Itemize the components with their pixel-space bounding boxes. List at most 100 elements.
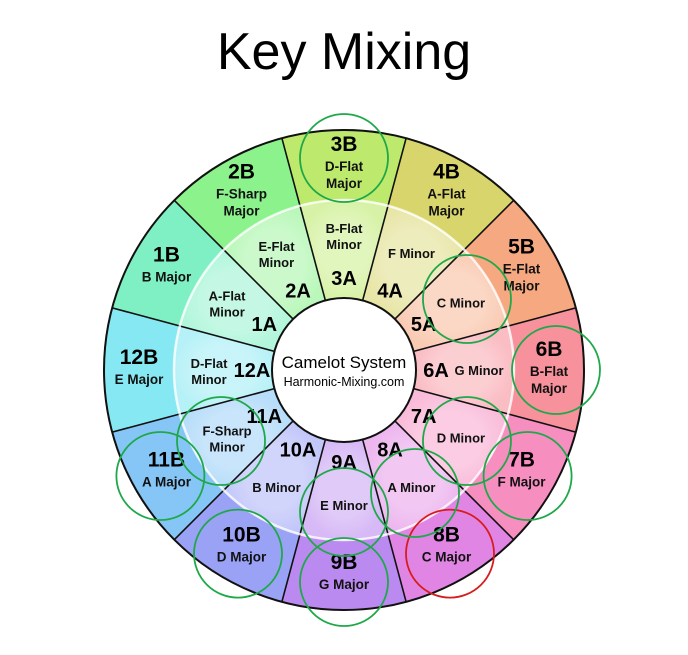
inner-key-name: F-Sharp Minor bbox=[203, 424, 252, 455]
compatible-key-circle bbox=[299, 537, 389, 627]
inner-key-name: E-Flat Minor bbox=[258, 239, 295, 270]
sector-divider bbox=[173, 420, 294, 541]
outer-key-name: E Major bbox=[115, 372, 165, 387]
outer-key-code: 3B bbox=[331, 133, 358, 156]
sector-divider bbox=[111, 307, 275, 353]
compatible-key-circle bbox=[511, 325, 601, 415]
outer-key-code: 10B bbox=[222, 524, 261, 547]
inner-sector-tint bbox=[413, 326, 514, 414]
compatible-key-circle bbox=[176, 396, 266, 486]
outer-sector-8b bbox=[387, 490, 514, 602]
inner-key-code: 4A bbox=[377, 280, 403, 302]
outer-sector-7b bbox=[464, 413, 576, 540]
middle-ring-border bbox=[172, 198, 516, 542]
outer-key-code: 7B bbox=[508, 449, 535, 472]
inner-key-code: 1A bbox=[252, 314, 278, 336]
inner-sector-tint bbox=[179, 388, 294, 491]
inner-key-code: 8A bbox=[377, 440, 403, 462]
outer-key-name: D-Flat Major bbox=[325, 159, 364, 191]
inner-sector-tint bbox=[179, 249, 294, 352]
outer-key-name: G Major bbox=[319, 577, 370, 592]
inner-key-code: 11A bbox=[247, 406, 283, 428]
inner-key-code: 2A bbox=[285, 280, 311, 302]
inner-key-name: B-Flat Minor bbox=[326, 221, 364, 252]
outer-key-code: 8B bbox=[433, 524, 460, 547]
compatible-key-circle bbox=[482, 431, 573, 521]
inner-key-code: 9A bbox=[331, 452, 357, 474]
outer-key-code: 5B bbox=[508, 236, 535, 259]
outer-key-code: 1B bbox=[153, 244, 180, 267]
outer-key-name: A Major bbox=[142, 475, 192, 490]
sector-divider bbox=[173, 199, 294, 320]
outer-key-name: B-Flat Major bbox=[530, 364, 569, 396]
outer-sector-1b bbox=[112, 200, 224, 327]
inner-key-code: 3A bbox=[331, 268, 357, 290]
inner-key-name: E Minor bbox=[320, 498, 368, 513]
outer-key-name: C Major bbox=[422, 550, 472, 565]
inner-sector-tint bbox=[394, 388, 509, 491]
outer-key-code: 4B bbox=[433, 160, 460, 183]
inner-key-code: 12A bbox=[234, 360, 271, 382]
inner-key-code: 5A bbox=[411, 314, 437, 336]
outer-sector-6b bbox=[508, 307, 585, 433]
outer-sector-9b bbox=[281, 534, 407, 611]
sector-divider bbox=[394, 420, 515, 541]
outer-key-name: B Major bbox=[142, 270, 192, 285]
compatible-key-circle bbox=[193, 508, 283, 599]
inner-key-code: 10A bbox=[280, 440, 317, 462]
inner-key-name: G Minor bbox=[454, 363, 503, 378]
inner-key-name: D Minor bbox=[437, 431, 485, 446]
inner-key-code: 7A bbox=[411, 406, 437, 428]
outer-sector-5b bbox=[464, 200, 576, 327]
center-title: Camelot System bbox=[282, 353, 407, 372]
sector-divider bbox=[413, 387, 577, 433]
inner-ring bbox=[174, 200, 514, 540]
sector-divider bbox=[361, 137, 407, 301]
outer-key-name: F-Sharp Major bbox=[216, 186, 267, 218]
center-hub: Camelot System Harmonic-Mixing.com bbox=[271, 297, 417, 443]
sector-divider bbox=[394, 199, 515, 320]
inner-sector-tint bbox=[300, 439, 388, 540]
compatible-key-circle bbox=[422, 254, 512, 344]
inner-sector-tint bbox=[223, 205, 326, 320]
outer-key-name: A-Flat Major bbox=[427, 186, 466, 218]
outer-key-name: D Major bbox=[217, 550, 267, 565]
inner-key-name: C Minor bbox=[437, 296, 485, 311]
sector-divider bbox=[413, 307, 577, 353]
current-key-circle bbox=[405, 508, 495, 599]
compatible-key-circle bbox=[299, 113, 389, 203]
sector-divider bbox=[281, 137, 327, 301]
highlight-circles bbox=[115, 113, 601, 627]
compatible-key-circle bbox=[115, 431, 206, 521]
outer-sector-12b bbox=[104, 307, 180, 433]
outer-sector-11b bbox=[112, 413, 224, 540]
outer-sector-4b bbox=[387, 138, 514, 250]
outer-key-code: 9B bbox=[331, 551, 358, 574]
compatible-key-circle bbox=[422, 396, 512, 486]
sector-dividers bbox=[103, 129, 585, 611]
sector-divider bbox=[361, 439, 407, 603]
sector-divider bbox=[111, 387, 275, 433]
outer-key-code: 6B bbox=[536, 338, 563, 361]
inner-sector-tint bbox=[300, 200, 388, 301]
sector-divider bbox=[281, 439, 327, 603]
page-title: Key Mixing bbox=[216, 23, 472, 81]
outer-ring-border bbox=[103, 129, 585, 611]
outer-ring bbox=[104, 130, 585, 611]
inner-key-code: 6A bbox=[423, 360, 449, 382]
inner-sector-tint bbox=[174, 326, 275, 414]
outer-key-code: 11B bbox=[148, 449, 185, 472]
compatible-key-circle bbox=[299, 467, 389, 557]
outer-sector-2b bbox=[174, 138, 301, 250]
center-subtitle: Harmonic-Mixing.com bbox=[284, 375, 405, 389]
inner-key-name: A-Flat Minor bbox=[209, 289, 247, 320]
inner-sector-tint bbox=[362, 205, 465, 320]
inner-sector-tint bbox=[394, 249, 509, 352]
inner-key-name: A Minor bbox=[388, 480, 436, 495]
outer-key-name: E-Flat Major bbox=[503, 262, 541, 294]
inner-key-name: D-Flat Minor bbox=[191, 356, 229, 387]
outer-sector-3b bbox=[281, 130, 407, 206]
compatible-key-circle bbox=[370, 448, 460, 538]
